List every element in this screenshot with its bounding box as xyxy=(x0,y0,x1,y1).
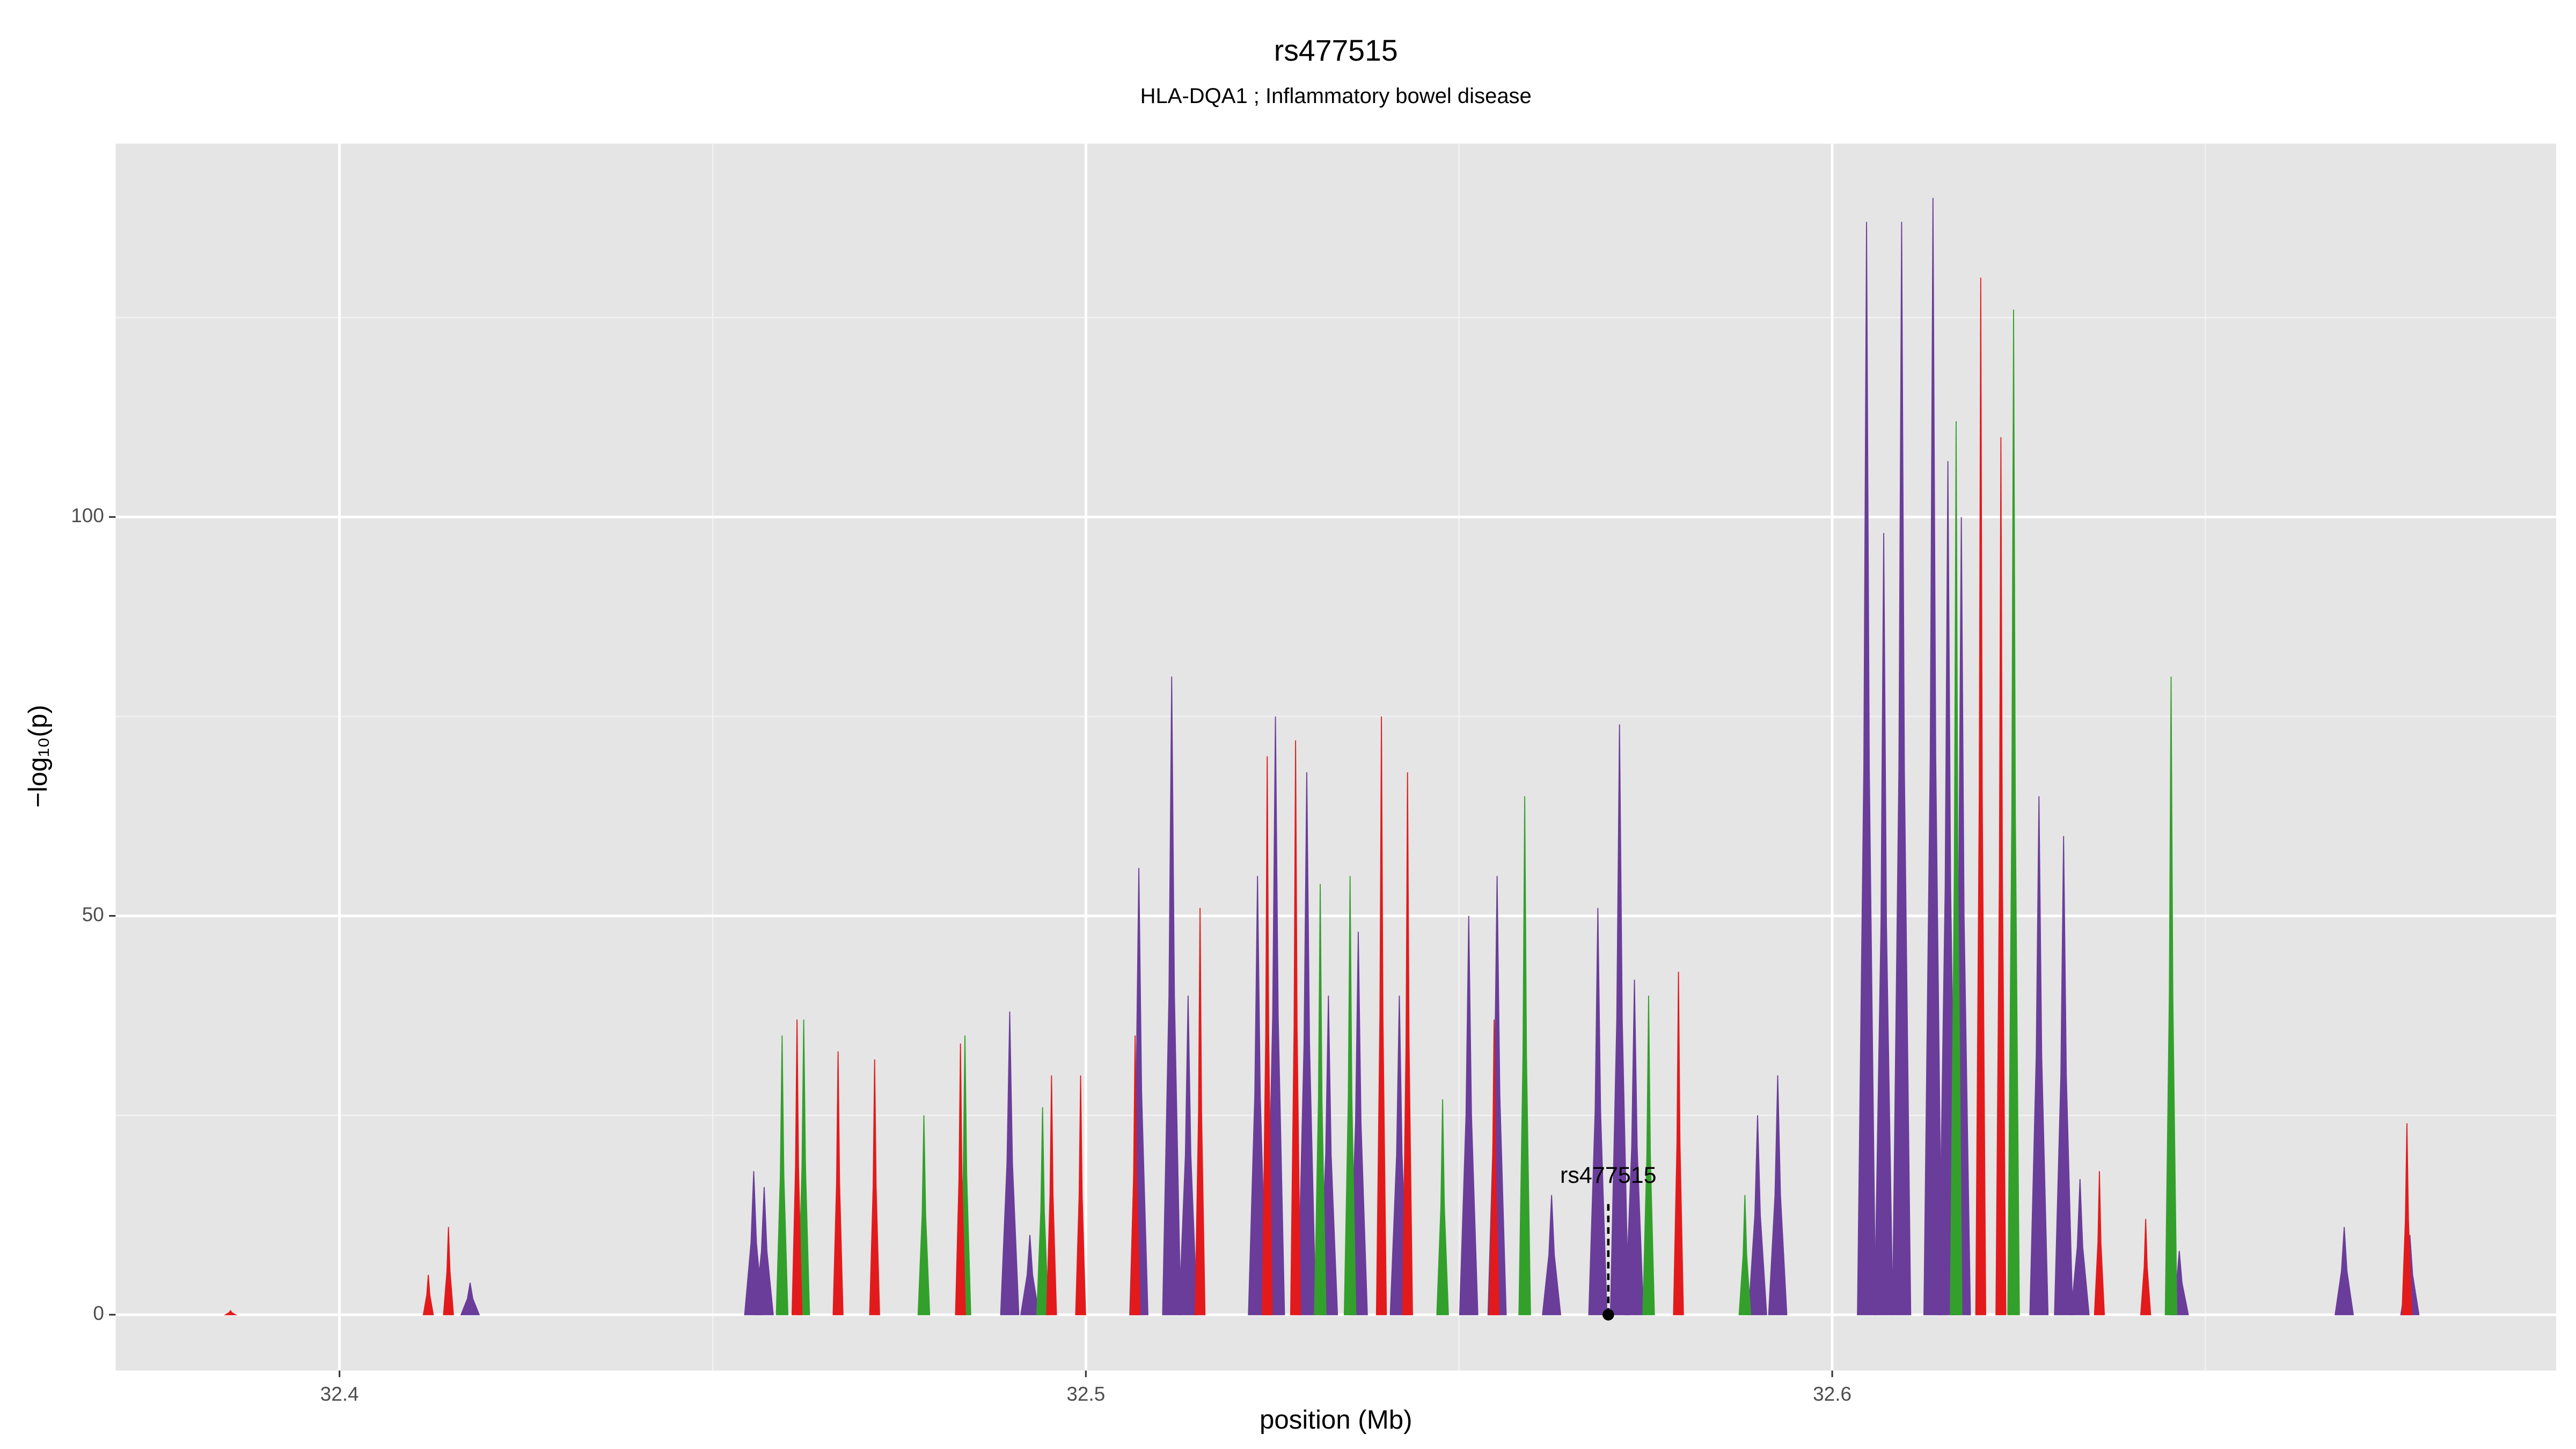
area-spike xyxy=(2140,1219,2151,1315)
area-spike xyxy=(1624,979,1644,1315)
axes: 32.4 32.5 32.6 0 50 100 xyxy=(71,504,1851,1405)
x-tick-label: 32.4 xyxy=(320,1383,359,1405)
x-tick-label: 32.5 xyxy=(1066,1383,1105,1405)
area-spike xyxy=(1642,996,1655,1315)
area-spike xyxy=(1314,884,1327,1315)
panel-background xyxy=(115,143,2557,1371)
area-spike xyxy=(832,1051,844,1315)
area-spike xyxy=(1488,1019,1500,1315)
area-spike xyxy=(2070,1179,2090,1315)
x-axis-label: position (Mb) xyxy=(1260,1405,1412,1435)
x-tick-label: 32.6 xyxy=(1813,1383,1851,1405)
area-spike xyxy=(1748,1115,1767,1315)
area-spike xyxy=(1129,1035,1141,1315)
y-tick-label: 100 xyxy=(71,504,104,526)
area-spike xyxy=(2334,1227,2354,1315)
area-spike xyxy=(1738,1195,1752,1315)
area-spike xyxy=(1375,716,1387,1315)
area-spike xyxy=(1857,222,1876,1315)
area-spike xyxy=(2054,836,2074,1315)
y-axis-label: −log₁₀(p) xyxy=(23,705,53,808)
area-spike xyxy=(955,1043,966,1315)
area-spike xyxy=(1768,1075,1788,1315)
area-spike xyxy=(917,1115,931,1315)
area-spike xyxy=(1075,1075,1086,1315)
annotation-label: rs477515 xyxy=(1560,1162,1657,1188)
series xyxy=(775,309,2178,1315)
area-spike xyxy=(1290,740,1301,1315)
area-spike xyxy=(1265,716,1285,1315)
area-spike xyxy=(2007,309,2020,1315)
area-spike xyxy=(1343,876,1357,1315)
area-spike xyxy=(797,1019,810,1315)
area-spike xyxy=(1194,908,1206,1315)
area-spike xyxy=(1020,1235,1040,1315)
area-spike xyxy=(1518,796,1531,1315)
chart-subtitle: HLA-DQA1 ; Inflammatory bowel disease xyxy=(1140,84,1532,108)
area-spike xyxy=(754,1187,774,1315)
area-spike xyxy=(460,1283,480,1315)
area-spike xyxy=(869,1059,880,1315)
area-spike xyxy=(2164,676,2178,1315)
area-spike xyxy=(1459,916,1479,1315)
area-spike xyxy=(1975,277,1986,1315)
area-spike xyxy=(223,1309,238,1315)
area-spike xyxy=(791,1019,803,1315)
chart-title: rs477515 xyxy=(1274,34,1398,67)
area-spike xyxy=(1436,1099,1449,1315)
series xyxy=(223,277,2413,1315)
area-spike xyxy=(2094,1171,2105,1315)
area-spike xyxy=(1046,1075,1057,1315)
area-spike xyxy=(1673,971,1684,1315)
area-spike xyxy=(2029,796,2049,1315)
area-spike xyxy=(1262,756,1273,1315)
area-spike xyxy=(1162,676,1182,1315)
marks: rs477515 xyxy=(223,197,2420,1321)
y-tick-label: 50 xyxy=(82,903,104,925)
area-spike xyxy=(2401,1123,2413,1315)
area-spike xyxy=(1178,996,1198,1315)
annotation-point xyxy=(1602,1309,1614,1321)
area-spike xyxy=(1892,222,1912,1315)
area-spike xyxy=(1995,437,2007,1315)
area-spike xyxy=(775,1035,789,1315)
area-spike xyxy=(1950,421,1963,1315)
area-spike xyxy=(1874,533,1893,1315)
area-spike xyxy=(443,1227,454,1315)
area-spike xyxy=(1402,772,1413,1315)
y-tick-label: 0 xyxy=(93,1302,104,1324)
area-spike xyxy=(1297,772,1316,1315)
area-spike xyxy=(1542,1195,1562,1315)
area-spike xyxy=(422,1275,434,1315)
area-spike xyxy=(1000,1011,1020,1315)
